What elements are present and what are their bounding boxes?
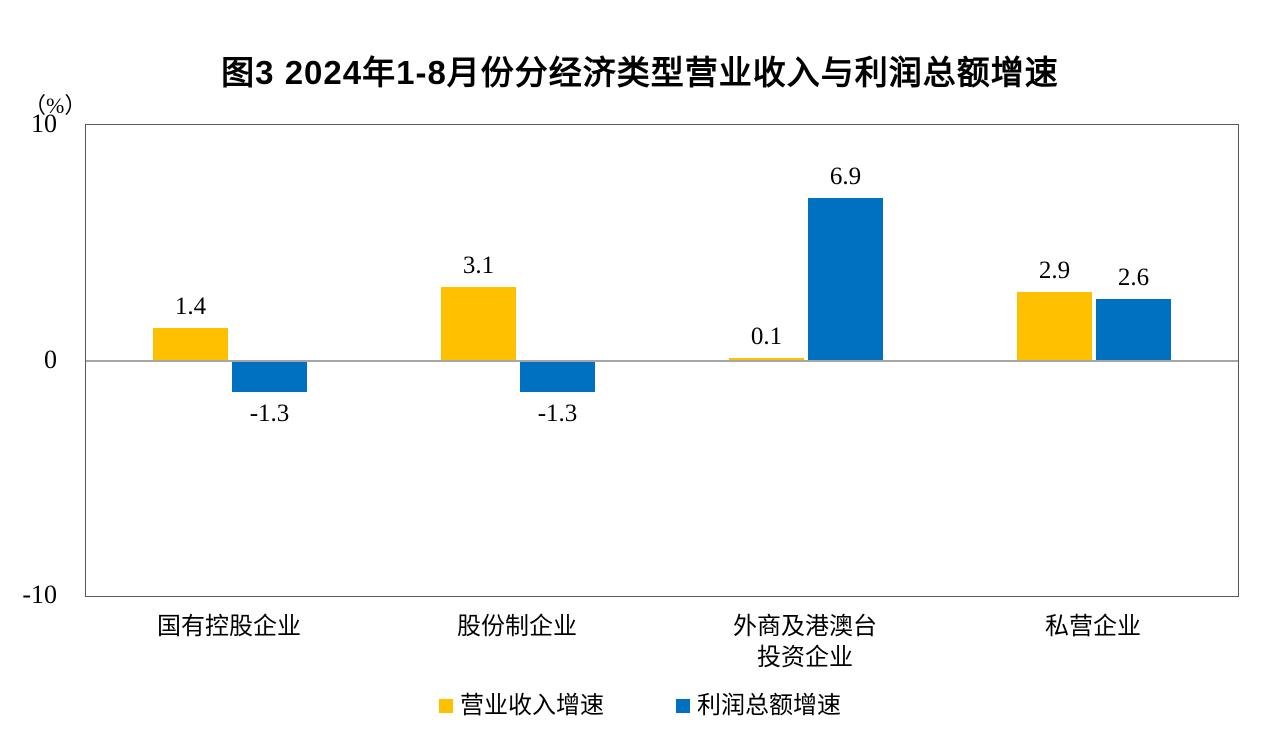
legend-swatch-icon <box>676 699 690 713</box>
legend-item-1: 营业收入增速 <box>439 692 604 720</box>
chart-title: 图3 2024年1-8月份分经济类型营业收入与利润总额增速 <box>221 54 1059 91</box>
category-label-1: 国有控股企业 <box>157 614 301 640</box>
bar-value-label-series1-cat2: 3.1 <box>462 252 495 280</box>
bar-value-label-series2-cat2: -1.3 <box>537 400 578 428</box>
legend-swatch-icon <box>439 699 453 713</box>
bar-value-label-series2-cat3: 6.9 <box>829 163 862 190</box>
bar-value-label-series2-cat1: -1.3 <box>249 400 290 428</box>
legend-label: 利润总额增速 <box>697 693 841 719</box>
category-label-2: 股份制企业 <box>457 614 577 640</box>
bar-value-label-series1-cat4: 2.9 <box>1038 257 1071 285</box>
legend-label: 营业收入增速 <box>460 693 604 719</box>
category-label-4: 私营企业 <box>1045 614 1141 640</box>
bar-series2-cat4 <box>1096 299 1171 361</box>
legend: 营业收入增速 利润总额增速 <box>0 692 1280 720</box>
bar-series2-cat2 <box>520 361 595 393</box>
bar-value-label-series1-cat1: 1.4 <box>174 292 207 320</box>
y-tick-label-10: 10 <box>31 109 57 138</box>
bar-series1-cat1 <box>153 327 228 361</box>
category-label-3: 外商及港澳台 投资企业 <box>733 614 877 671</box>
y-tick-label-0: 0 <box>44 344 57 374</box>
bar-series2-cat3 <box>808 198 883 361</box>
bar-series1-cat2 <box>441 287 516 361</box>
bar-value-label-series1-cat3: 0.1 <box>750 323 783 351</box>
bar-value-label-series2-cat4: 2.6 <box>1117 264 1150 292</box>
zero-line <box>86 359 1238 362</box>
y-tick-label--10: -10 <box>22 580 57 609</box>
x-axis-category-labels: 国有控股企业 股份制企业 外商及港澳台 投资企业 私营企业 <box>85 612 1237 674</box>
plot-area: 1.4 3.1 0.1 2.9 -1.3 -1.3 6.9 2.6 <box>85 124 1239 597</box>
bar-series2-cat1 <box>232 361 307 393</box>
bar-series1-cat3 <box>729 358 804 361</box>
bar-series1-cat4 <box>1017 292 1092 361</box>
y-axis-labels: 10 0 -10 <box>0 0 57 734</box>
y-axis-unit-label: （%） <box>24 93 87 118</box>
legend-item-2: 利润总额增速 <box>676 692 841 720</box>
